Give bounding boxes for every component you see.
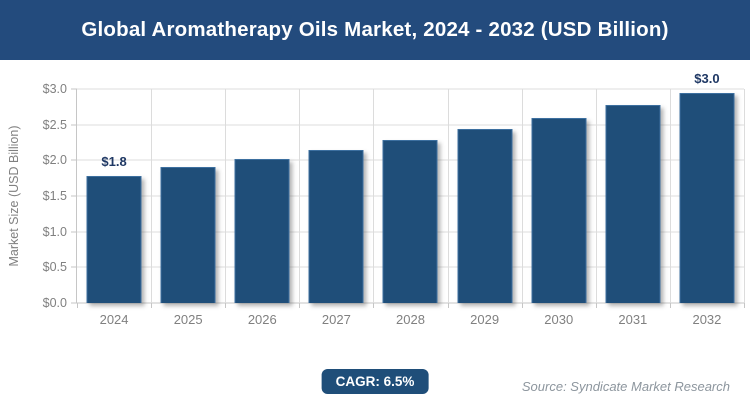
bar-slot: 2025 [151,89,225,327]
chart-title: Global Aromatherapy Oils Market, 2024 - … [81,18,669,41]
bar-2031 [605,105,661,303]
y-gridline [77,88,744,90]
plot-area: $0.0 $0.5 $1.0 $1.5 $2.0 $2.5 $3.0 $1.8 2024 2025… [43,71,745,327]
x-tick-label: 2025 [173,312,203,327]
x-gridline [299,89,301,303]
x-tick-mark [744,303,745,308]
x-tick-mark [299,303,301,308]
x-gridline [595,89,597,303]
cagr-badge: CAGR: 6.5% [321,369,429,394]
x-tick-mark [595,303,597,308]
x-tick-label: 2027 [321,312,351,327]
y-axis-title: Market Size (USD Billion) [7,125,21,267]
y-tick-mark [71,195,77,197]
bar-slot: 2029 [448,89,522,327]
x-tick-mark [77,303,78,308]
y-tick-label: $1.5 [42,189,67,203]
bar-2028 [382,139,438,303]
bar-2027 [308,149,364,303]
y-tick-mark [71,302,77,304]
x-tick-mark [151,303,153,308]
bar-2024 [86,176,142,303]
x-tick-label: 2029 [470,312,500,327]
bar-slot: $1.8 2024 [77,89,151,327]
y-tick-label: $2.0 [42,153,67,168]
bar-slot: 2026 [225,89,299,327]
bar-slot: 2030 [522,89,596,327]
y-tick-mark [71,124,77,126]
x-gridline [669,89,671,303]
x-tick-label: 2030 [544,312,574,327]
bar-value-label: $1.8 [101,154,127,170]
x-tick-mark [521,303,523,308]
y-tick-label: $0.0 [42,296,67,310]
y-tick-mark [71,88,77,90]
bar-2030 [531,117,587,303]
y-tick-mark [71,266,77,268]
bar-2029 [457,128,513,303]
chart-title-banner: Global Aromatherapy Oils Market, 2024 - … [0,0,750,60]
x-gridline [744,89,745,303]
x-gridline [521,89,523,303]
bar-slot: $3.0 2032 [670,71,744,327]
x-gridline [447,89,449,303]
x-tick-label: 2031 [618,312,648,327]
bar-slot: 2027 [299,89,373,327]
bar-2032 [679,92,735,303]
x-tick-label: 2026 [247,312,277,327]
x-gridline [373,89,375,303]
bar-2025 [160,167,216,303]
y-tick-label: $1.0 [42,224,67,239]
y-tick-label: $2.5 [42,117,67,132]
y-tick-mark [71,231,77,233]
source-attribution: Source: Syndicate Market Research [521,379,730,394]
x-gridline [225,89,227,303]
bar-slot: 2028 [373,89,447,327]
x-tick-mark [669,303,671,308]
x-tick-label: 2028 [396,312,425,327]
bar-value-label: $3.0 [694,70,720,86]
y-gridline [77,124,744,126]
y-tick-label: $3.0 [42,82,67,96]
x-tick-mark [373,303,375,308]
x-tick-mark [225,303,227,308]
y-tick-mark [71,159,77,161]
y-tick-label: $0.5 [42,260,67,275]
x-tick-label: 2024 [99,312,129,327]
x-tick-label: 2032 [692,312,722,327]
x-tick-mark [447,303,449,308]
y-gridline [77,302,744,304]
bar-slot: 2031 [596,89,670,327]
x-gridline [151,89,153,303]
bar-2026 [234,158,290,303]
